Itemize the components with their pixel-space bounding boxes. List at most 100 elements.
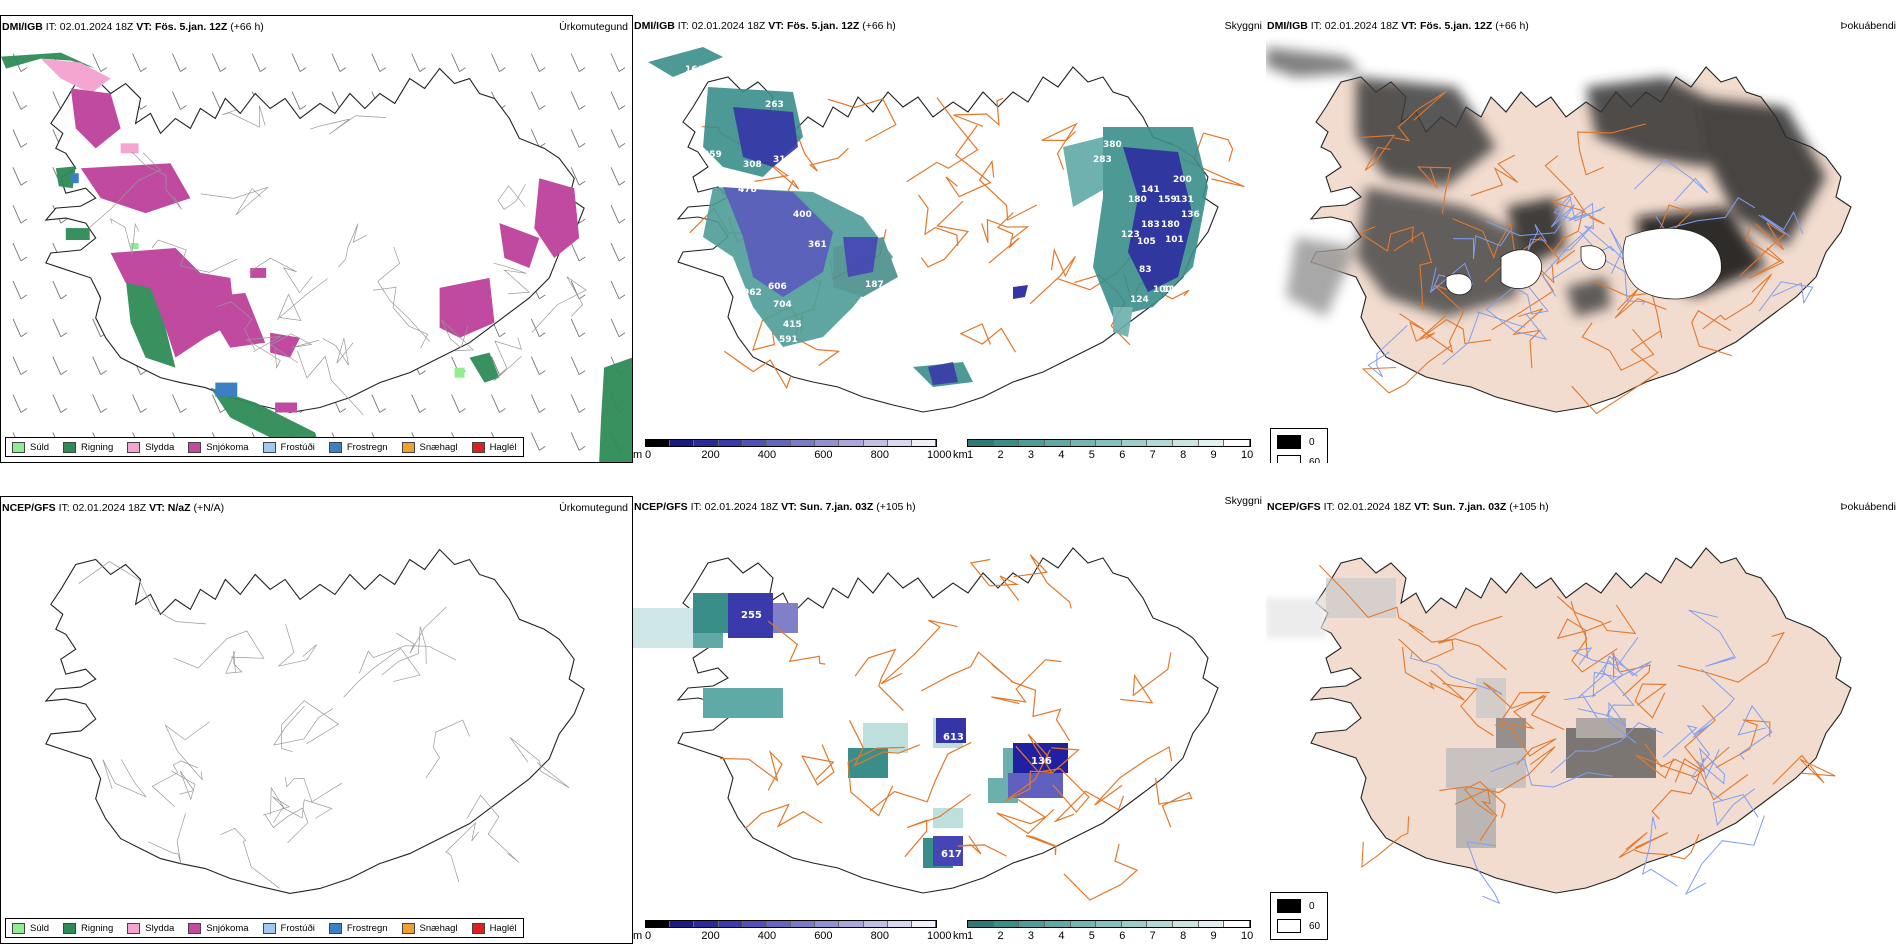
panel-product-title: Skyggni xyxy=(1224,20,1262,32)
scale-tick-label: 600 xyxy=(814,930,833,942)
legend-item: Snjókoma xyxy=(188,922,249,934)
scale-tick-label: 3 xyxy=(1027,449,1034,461)
legend-swatch xyxy=(63,441,77,453)
legend-label: Haglél xyxy=(489,441,517,453)
legend-swatch xyxy=(12,922,25,934)
scale-tick-label: 600 xyxy=(814,449,833,461)
ceiling-value-label: 100 xyxy=(713,255,732,265)
ceiling-value-label: 100 xyxy=(1153,285,1172,295)
panel-header: NCEP/GFS IT: 02.01.2024 18Z VT: Sun. 7.j… xyxy=(1267,501,1896,513)
legend-item: Súld xyxy=(12,922,49,934)
road-network xyxy=(719,554,1193,901)
legend-swatch xyxy=(401,441,415,453)
scale-tick-label: 200 xyxy=(701,449,720,461)
map-precip-type-empty xyxy=(44,548,585,895)
scale-tick-label: 800 xyxy=(870,449,889,461)
scale-tick-label: 7 xyxy=(1149,449,1156,461)
scale-tick-label: 10 xyxy=(1241,930,1254,942)
scale-tick-label: 0 xyxy=(645,930,652,942)
scale-tick-label: 3 xyxy=(1027,930,1034,942)
ceiling-value-label: 591 xyxy=(779,335,798,345)
legend-swatch xyxy=(127,922,141,934)
fog-legend: 0 60 xyxy=(1270,428,1328,463)
legend-item: Frostúði xyxy=(262,441,315,453)
legend-item: Slydda xyxy=(127,441,174,453)
ceiling-value-label: 110 xyxy=(1163,285,1182,295)
ceiling-value-label: 613 xyxy=(943,732,964,743)
legend-label: Slydda xyxy=(145,922,175,934)
panel-header: DMI/IGB IT: 02.01.2024 18Z VT: Fös. 5.ja… xyxy=(634,20,1262,32)
legend-item: Snæhagl xyxy=(401,922,458,934)
legend-label: Snæhagl xyxy=(419,922,458,934)
legend-swatch xyxy=(471,922,485,934)
ceiling-value-label: 187 xyxy=(865,280,884,290)
map-precip-type xyxy=(1,52,632,462)
panel-product-title: Skyggni xyxy=(1224,496,1262,507)
legend-item: Rigning xyxy=(63,922,113,934)
precip-type-legend: Súld Rigning Slydda Snjókoma Frostúði Frostre… xyxy=(5,918,524,938)
fog-legend: 0 60 xyxy=(1270,892,1328,940)
ceiling-value-label: 83 xyxy=(1139,265,1152,275)
scale-tick-label: 8 xyxy=(1180,930,1187,942)
scale-bar xyxy=(967,439,1251,447)
scale-bar xyxy=(967,920,1251,928)
panel-product-title: Úrkomutegund xyxy=(559,502,628,514)
interior-contours xyxy=(78,561,570,889)
legend-label: Frostregn xyxy=(346,922,388,934)
ceiling-value-label: 180 xyxy=(1128,195,1147,205)
ceiling-value-label: 123 xyxy=(1121,230,1140,240)
scale-tick-label: 10 xyxy=(1241,449,1254,461)
scale-bar xyxy=(645,439,937,447)
map-fog-index xyxy=(1266,547,1852,905)
legend-label: Rigning xyxy=(81,441,114,453)
ceiling-value-label: 962 xyxy=(743,288,762,298)
legend-label: Frostúði xyxy=(280,441,315,453)
map-fog-index xyxy=(1266,47,1852,415)
ceiling-value-label: 283 xyxy=(1093,155,1112,165)
ceiling-value-label: 308 xyxy=(743,160,762,170)
legend-swatch xyxy=(63,922,77,934)
ceiling-value-label: 400 xyxy=(793,210,812,220)
ceiling-value-label: 136 xyxy=(1181,210,1200,220)
visibility-scale: km 1 2 3 4 5 6 7 8 9 10 xyxy=(953,439,1253,463)
scale-tick-label: 400 xyxy=(757,449,777,461)
ceiling-scale: m 0 200 400 600 800 1000 xyxy=(633,439,951,463)
ceiling-value-label: 259 xyxy=(703,150,722,160)
scale-tick-label: 7 xyxy=(1149,930,1156,942)
legend-swatch xyxy=(328,922,342,934)
ceiling-scale: m 0 200 400 600 800 1000 xyxy=(633,920,951,944)
panel-product-title: Úrkomutegund xyxy=(559,21,628,33)
ceiling-value-label: 180 xyxy=(1161,220,1180,230)
ceiling-value-label: 617 xyxy=(941,849,962,860)
scale-bar xyxy=(645,920,937,928)
scale-unit: m xyxy=(633,449,643,461)
scale-tick-label: 800 xyxy=(870,930,889,942)
precip-freezing-rain-areas xyxy=(70,173,238,397)
legend-swatch xyxy=(471,441,485,453)
legend-label: Haglél xyxy=(489,922,517,934)
legend-label: Frostúði xyxy=(280,922,315,934)
panel-product-title: Þokuábendi xyxy=(1840,20,1896,32)
legend-swatch xyxy=(188,922,202,934)
panel-header: NCEP/GFS IT: 02.01.2024 18Z VT: N/aZ (+N… xyxy=(2,502,628,514)
scale-tick-label: 9 xyxy=(1210,930,1217,942)
legend-label: Snjókoma xyxy=(206,922,249,934)
ceiling-value-label: 200 xyxy=(1173,175,1192,185)
scale-tick-label: 6 xyxy=(1119,449,1126,461)
legend-swatch xyxy=(262,922,276,934)
ceiling-value-label: 415 xyxy=(783,320,802,330)
legend-item: Frostregn xyxy=(328,441,388,453)
scale-tick-label: 5 xyxy=(1088,449,1095,461)
panel-visibility-dmi: DMI/IGB IT: 02.01.2024 18Z VT: Fös. 5.ja… xyxy=(633,15,1266,463)
scale-tick-label: 5 xyxy=(1088,930,1095,942)
legend-item: Haglél xyxy=(471,441,517,453)
panel-fog-index-dmi: DMI/IGB IT: 02.01.2024 18Z VT: Fös. 5.ja… xyxy=(1266,15,1900,463)
road-network xyxy=(1358,91,1786,415)
map-visibility: 255 613 136 617 xyxy=(633,547,1219,901)
precip-drizzle-areas xyxy=(130,243,465,378)
legend-label: Snjókoma xyxy=(206,441,249,453)
scale-tick-label: 2 xyxy=(997,449,1004,461)
scale-tick-label: 1000 xyxy=(927,449,952,461)
ceiling-value-label: 141 xyxy=(1141,185,1160,195)
